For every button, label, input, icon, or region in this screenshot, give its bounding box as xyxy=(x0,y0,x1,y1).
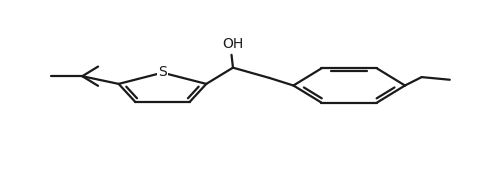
Text: S: S xyxy=(158,65,166,79)
Text: OH: OH xyxy=(221,37,242,51)
